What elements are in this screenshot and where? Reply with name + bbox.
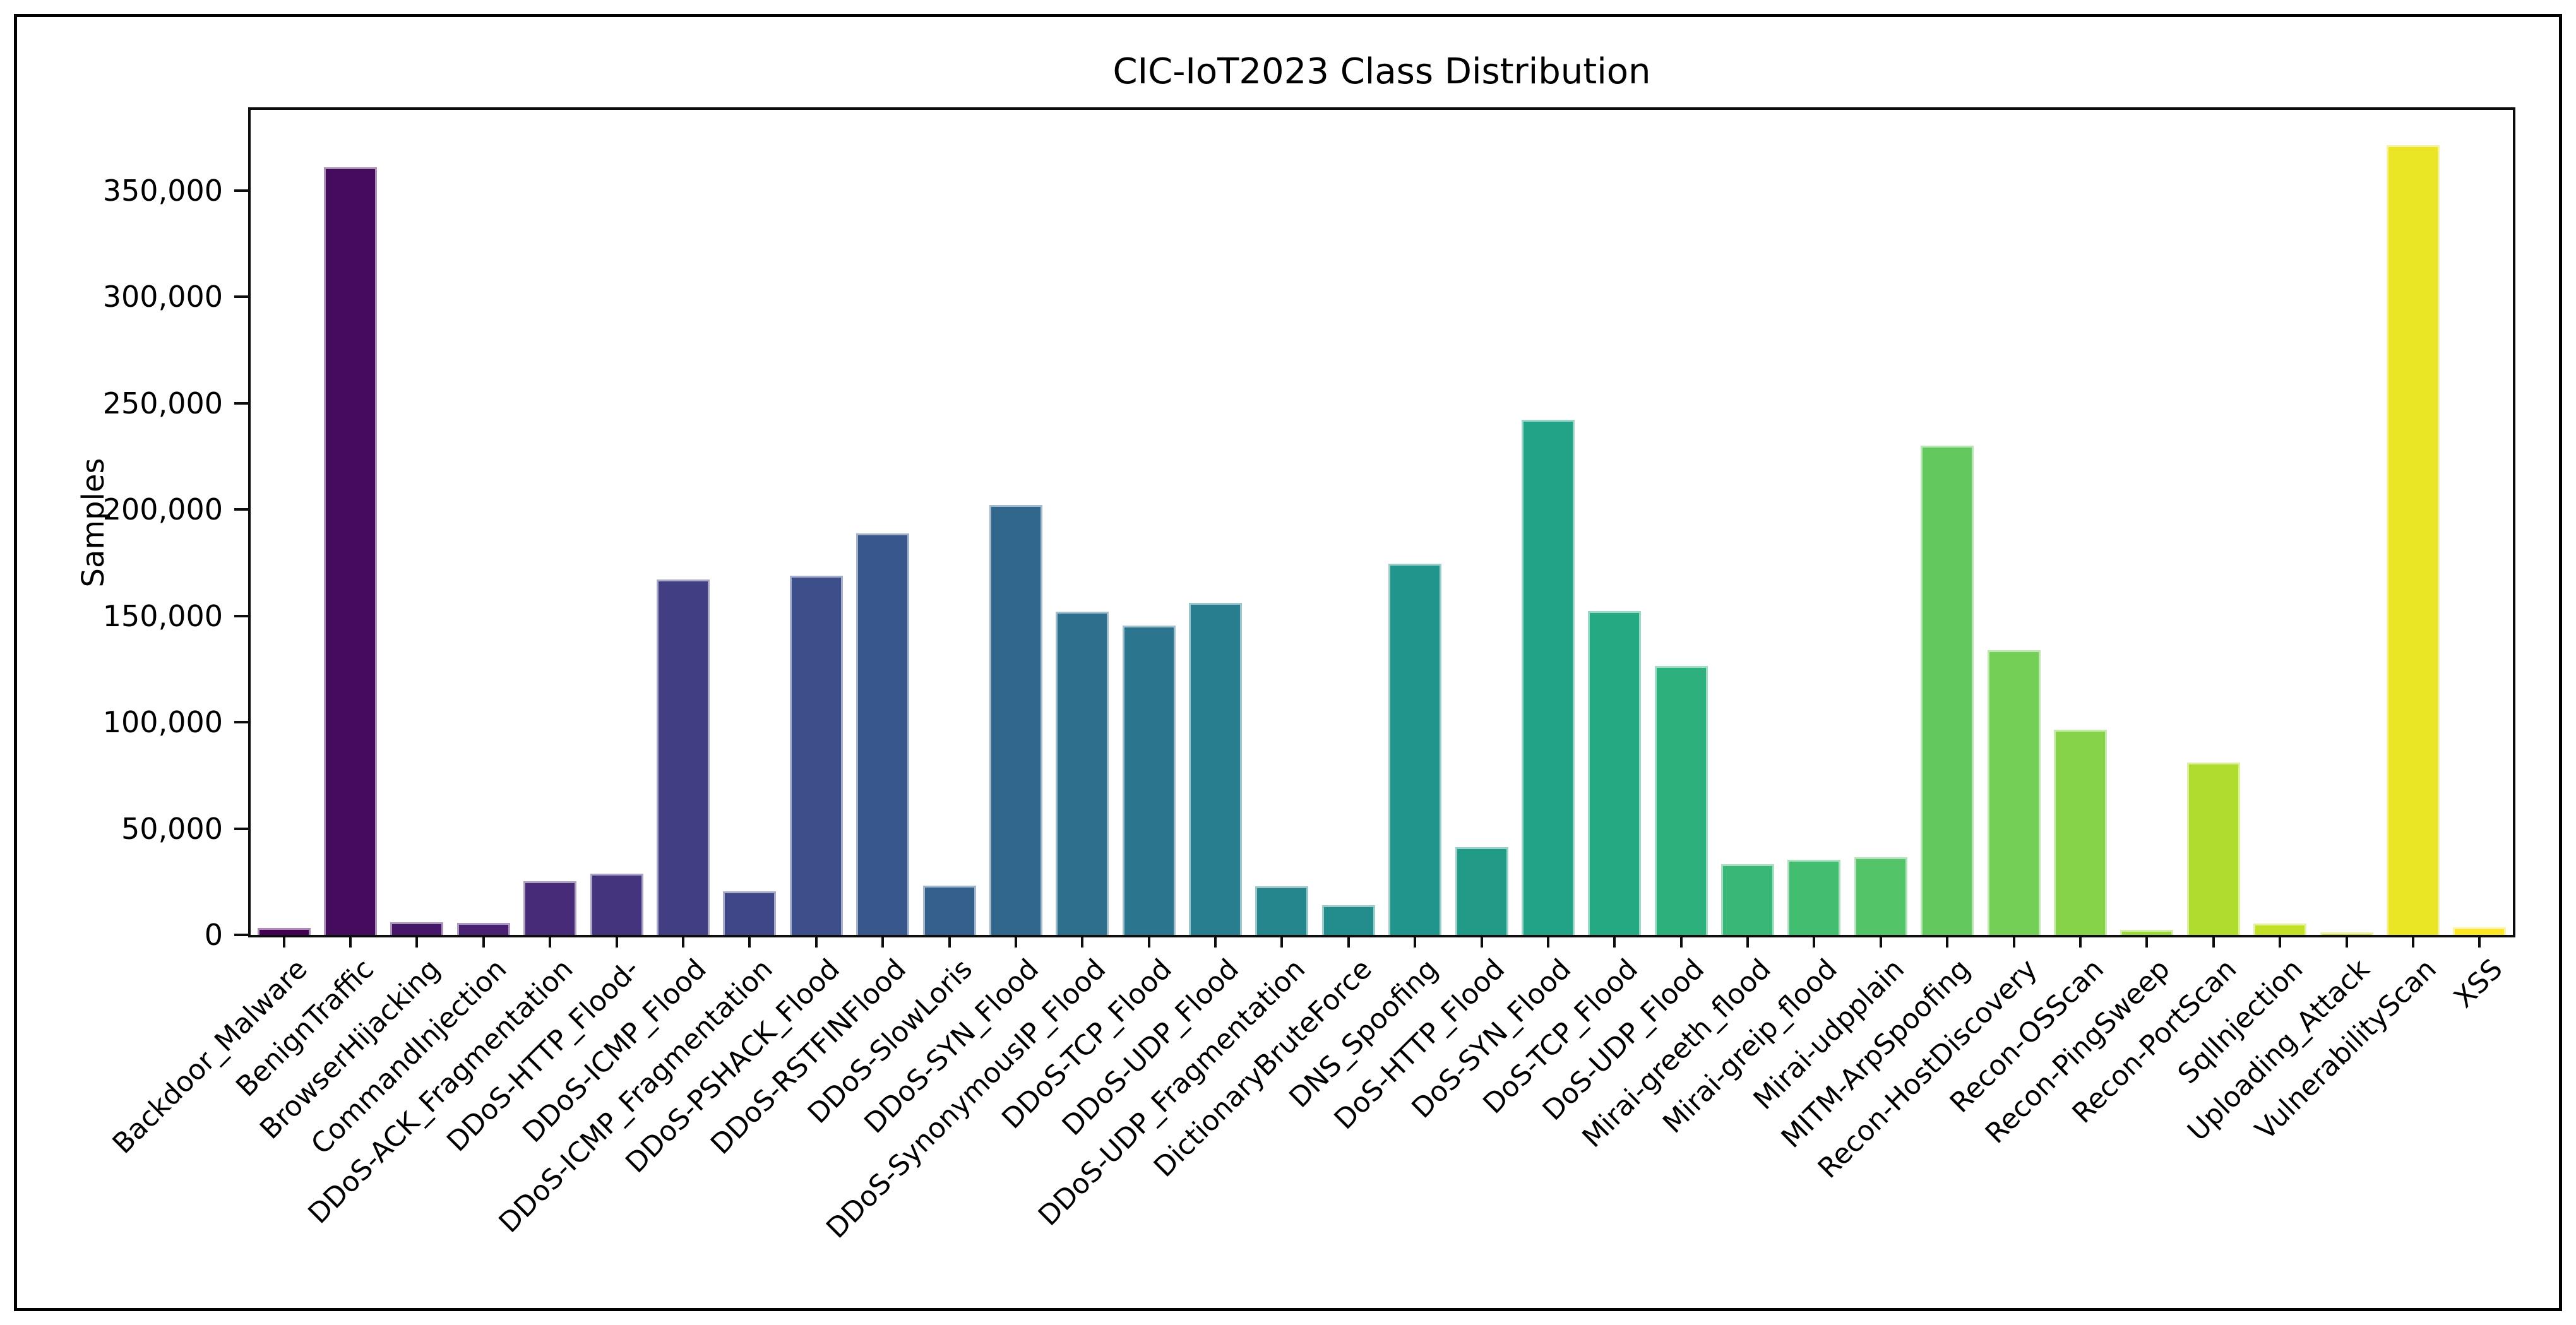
bar-DDoS-ICMP_Flood: [656, 579, 710, 935]
x-tick-mark: [1280, 935, 1284, 948]
x-tick-mark: [1480, 935, 1483, 948]
bar-DDoS-SYN_Flood: [989, 504, 1042, 935]
bar-DoS-HTTP_Flood: [1455, 847, 1508, 935]
y-tick-mark: [234, 827, 248, 830]
x-tick-mark: [2478, 935, 2481, 948]
x-tick-mark: [2212, 935, 2215, 948]
bar-MITM-ArpSpoofing: [1921, 446, 1974, 935]
plot-area: [248, 107, 2515, 937]
x-tick-mark: [415, 935, 419, 948]
x-tick-mark: [1214, 935, 1217, 948]
bar-DictionaryBruteForce: [1321, 905, 1375, 935]
y-tick-label: 200,000: [102, 492, 223, 527]
chart-title: CIC-IoT2023 Class Distribution: [1112, 51, 1651, 92]
bar-Mirai-greeth_flood: [1721, 864, 1775, 935]
y-tick-mark: [234, 721, 248, 724]
x-tick-mark: [881, 935, 885, 948]
x-tick-mark: [549, 935, 552, 948]
x-tick-mark: [681, 935, 684, 948]
bar-SqlInjection: [2253, 923, 2307, 935]
y-tick-mark: [234, 401, 248, 405]
bar-DDoS-ACK_Fragmentation: [523, 881, 577, 935]
x-tick-label-XSS: XSS: [2448, 953, 2509, 1014]
x-tick-mark: [2079, 935, 2082, 948]
bar-BrowserHijacking: [390, 922, 444, 935]
bar-DDoS-PSHACK_Flood: [789, 575, 843, 935]
bar-Mirai-greip_flood: [1787, 860, 1841, 935]
x-tick-mark: [2411, 935, 2414, 948]
x-tick-mark: [482, 935, 485, 948]
bar-DNS_Spoofing: [1388, 563, 1442, 935]
bars-container: [251, 110, 2513, 935]
y-tick-mark: [234, 934, 248, 936]
y-tick-label: 150,000: [102, 598, 223, 633]
x-tick-mark: [1879, 935, 1882, 948]
x-tick-mark: [615, 935, 618, 948]
y-tick-mark: [234, 614, 248, 617]
x-tick-mark: [1813, 935, 1816, 948]
bar-Backdoor_Malware: [257, 927, 311, 935]
bar-DoS-UDP_Flood: [1654, 665, 1708, 935]
y-tick-label: 350,000: [102, 174, 223, 208]
bar-DDoS-SlowLoris: [922, 886, 976, 935]
x-tick-mark: [1746, 935, 1750, 948]
x-tick-mark: [282, 935, 285, 948]
bar-CommandInjection: [456, 923, 510, 935]
bar-Recon-HostDiscovery: [1987, 650, 2041, 935]
x-tick-mark: [1014, 935, 1017, 948]
x-tick-mark: [1546, 935, 1549, 948]
y-tick-mark: [234, 189, 248, 192]
bar-Uploading_Attack: [2320, 932, 2373, 935]
bar-DDoS-TCP_Flood: [1122, 626, 1176, 935]
x-tick-mark: [2279, 935, 2282, 948]
bar-Recon-PingSweep: [2120, 929, 2174, 935]
bar-Recon-PortScan: [2186, 763, 2240, 935]
y-tick-label: 100,000: [102, 705, 223, 740]
x-tick-mark: [2012, 935, 2015, 948]
x-tick-mark: [748, 935, 751, 948]
x-tick-mark: [1679, 935, 1683, 948]
y-tick-label: 250,000: [102, 386, 223, 420]
bar-DoS-SYN_Flood: [1521, 420, 1575, 935]
x-tick-mark: [1946, 935, 1949, 948]
x-tick-mark: [948, 935, 951, 948]
bar-DDoS-ICMP_Fragmentation: [723, 891, 777, 935]
y-tick-mark: [234, 295, 248, 299]
bar-VulnerabilityScan: [2386, 145, 2440, 935]
bar-Mirai-udpplain: [1854, 857, 1907, 935]
x-tick-mark: [1081, 935, 1084, 948]
y-tick-label: 0: [204, 918, 223, 952]
x-tick-mark: [2345, 935, 2348, 948]
y-tick-label: 50,000: [121, 811, 223, 846]
y-tick-mark: [234, 508, 248, 511]
bar-XSS: [2453, 927, 2507, 935]
bar-Recon-OSScan: [2054, 729, 2107, 935]
bar-DDoS-RSTFINFlood: [856, 533, 910, 935]
bar-DDoS-SynonymousIP_Flood: [1056, 611, 1109, 935]
x-tick-mark: [1147, 935, 1150, 948]
bar-DDoS-HTTP_Flood-: [590, 874, 643, 935]
x-tick-mark: [2145, 935, 2149, 948]
x-tick-mark: [1414, 935, 1417, 948]
x-tick-mark: [1347, 935, 1350, 948]
x-tick-mark: [1613, 935, 1616, 948]
bar-DDoS-UDP_Fragmentation: [1255, 886, 1309, 935]
bar-DoS-TCP_Flood: [1588, 611, 1642, 935]
bar-DDoS-UDP_Flood: [1189, 603, 1243, 935]
bar-BenignTraffic: [324, 167, 378, 935]
x-tick-mark: [814, 935, 818, 948]
x-tick-mark: [349, 935, 352, 948]
y-tick-label: 300,000: [102, 280, 223, 314]
